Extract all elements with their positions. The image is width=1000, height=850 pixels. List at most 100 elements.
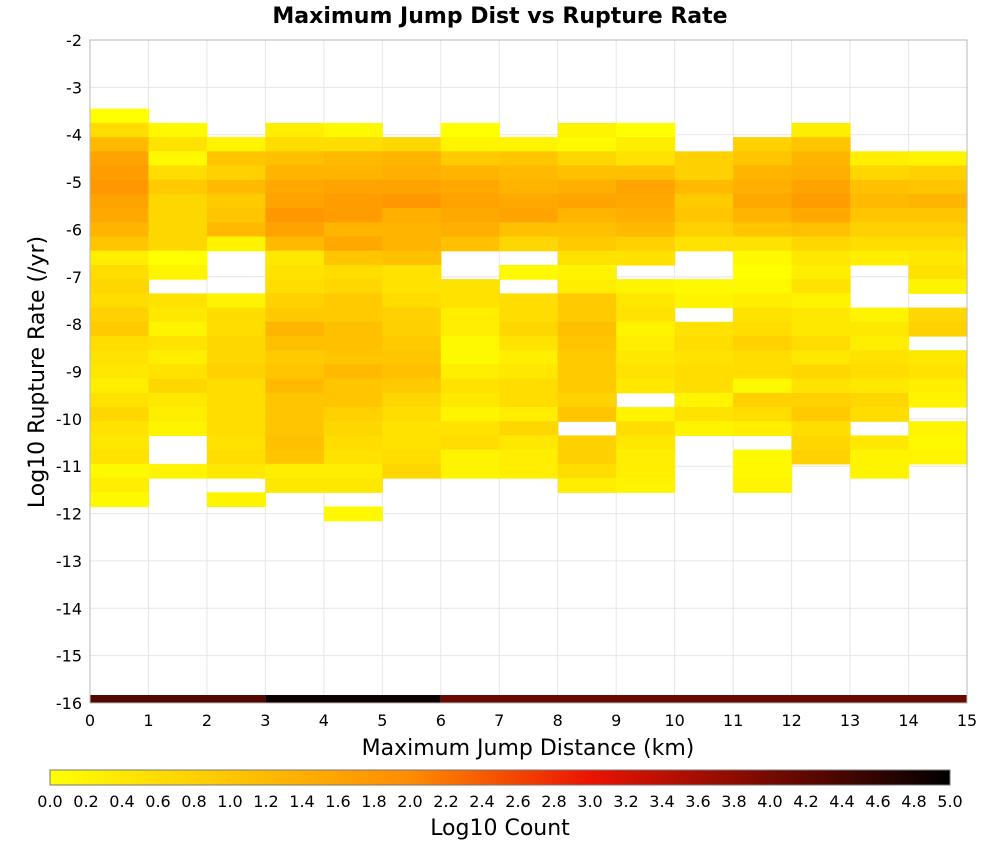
heatmap-cell: [440, 321, 500, 337]
heatmap-cell: [323, 279, 383, 294]
heatmap-cell: [733, 378, 793, 394]
heatmap-cell: [382, 137, 442, 152]
heatmap-cell: [323, 506, 383, 522]
heatmap-cell: [908, 449, 968, 465]
heatmap-cell: [557, 463, 617, 479]
heatmap-cell: [148, 364, 208, 380]
colorbar-tick-label: 2.4: [469, 792, 494, 811]
heatmap-cell: [908, 222, 968, 238]
heatmap-cell: [557, 208, 617, 223]
heatmap-cell: [148, 151, 208, 167]
y-tick-label: -8: [66, 315, 82, 334]
y-tick-label: -9: [66, 363, 82, 382]
heatmap-cell: [850, 222, 910, 238]
heatmap-cell: [557, 321, 617, 337]
colorbar-tick-label: 1.2: [253, 792, 278, 811]
heatmap-cell: [791, 350, 851, 365]
heatmap-cell: [323, 350, 383, 365]
heatmap-cell: [265, 293, 325, 309]
heatmap-cell: [382, 165, 442, 181]
heatmap-cell-bottom-strip: [265, 695, 441, 703]
heatmap-cell: [908, 193, 968, 209]
heatmap-cell: [850, 350, 910, 365]
heatmap-cell: [148, 236, 208, 252]
heatmap-cell: [148, 350, 208, 365]
heatmap-cell: [265, 122, 325, 138]
heatmap-cell: [499, 165, 559, 181]
heatmap-cell: [323, 378, 383, 394]
heatmap-cell: [323, 435, 383, 451]
heatmap-cell: [557, 449, 617, 465]
heatmap-cell: [908, 364, 968, 380]
heatmap-cell: [382, 293, 442, 309]
x-tick-label: 7: [494, 711, 504, 730]
heatmap-cell: [499, 307, 559, 323]
heatmap-cell: [557, 378, 617, 394]
heatmap-cell: [674, 279, 734, 294]
colorbar-tick-label: 3.2: [613, 792, 638, 811]
heatmap-cell: [148, 193, 208, 209]
colorbar-tick-label: 1.8: [361, 792, 386, 811]
heatmap-cell: [616, 293, 676, 309]
x-tick-label: 11: [723, 711, 743, 730]
x-tick-label: 6: [436, 711, 446, 730]
heatmap-cell: [206, 193, 266, 209]
heatmap-cell: [90, 151, 150, 167]
heatmap-cell: [382, 449, 442, 465]
y-tick-label: -2: [66, 31, 82, 50]
heatmap-cell: [265, 222, 325, 238]
heatmap-cell: [557, 407, 617, 422]
heatmap-cell: [440, 236, 500, 252]
heatmap-cell: [791, 392, 851, 408]
heatmap-cell: [908, 378, 968, 394]
x-axis-label: Maximum Jump Distance (km): [362, 736, 695, 761]
heatmap-cell: [557, 392, 617, 408]
heatmap-cell: [265, 449, 325, 465]
heatmap-cell: [148, 463, 208, 479]
y-axis-label: Log10 Rupture Rate (/yr): [25, 236, 50, 508]
heatmap-cell: [148, 378, 208, 394]
heatmap-cell: [323, 122, 383, 138]
heatmap-cell: [733, 165, 793, 181]
heatmap-cell: [908, 250, 968, 266]
heatmap-cell: [674, 392, 734, 408]
colorbar-tick-label: 1.6: [325, 792, 350, 811]
heatmap-cell: [499, 364, 559, 380]
heatmap-cell: [323, 463, 383, 479]
heatmap-cell: [499, 151, 559, 167]
heatmap-cell: [616, 165, 676, 181]
heatmap-cell: [323, 208, 383, 223]
heatmap-cell: [733, 449, 793, 465]
heatmap-cell: [557, 151, 617, 167]
heatmap-cell: [616, 208, 676, 223]
heatmap-cell: [733, 236, 793, 252]
heatmap-cell: [206, 208, 266, 223]
heatmap-cell: [90, 279, 150, 294]
heatmap-cell: [206, 392, 266, 408]
plot-frame: [89, 39, 968, 704]
heatmap-cell: [323, 250, 383, 266]
heatmap-cell: [499, 179, 559, 195]
heatmap-cell: [323, 478, 383, 493]
x-tick-label: 12: [781, 711, 801, 730]
colorbar-tick-label: 4.2: [793, 792, 818, 811]
heatmap-cell: [148, 137, 208, 152]
heatmap-cell: [791, 236, 851, 252]
heatmap-cell: [323, 364, 383, 380]
heatmap-cell: [791, 165, 851, 181]
heatmap-cell: [557, 122, 617, 138]
heatmap-cell: [499, 435, 559, 451]
heatmap-cell: [557, 435, 617, 451]
heatmap-cell: [148, 179, 208, 195]
heatmap-cell: [265, 208, 325, 223]
heatmap-cell: [265, 250, 325, 266]
heatmap-cell: [440, 279, 500, 294]
heatmap-cell: [206, 407, 266, 422]
heatmap-cell: [206, 449, 266, 465]
heatmap-cell: [557, 137, 617, 152]
colorbar-label: Log10 Count: [430, 816, 570, 841]
x-tick-label: 15: [957, 711, 977, 730]
y-tick-label: -5: [66, 173, 82, 192]
heatmap-cell: [382, 250, 442, 266]
